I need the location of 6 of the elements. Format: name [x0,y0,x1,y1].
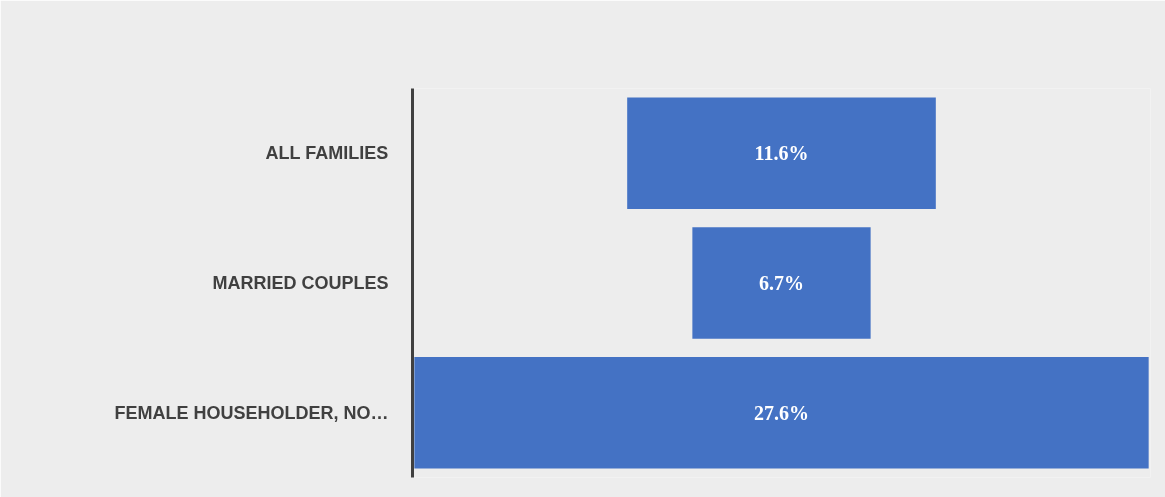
data-label: 6.7% [759,272,804,294]
category-label: MARRIED COUPLES [212,273,389,293]
data-label: 11.6% [754,142,809,165]
data-label: 27.6% [754,401,809,424]
category-label: FEMALE HOUSEHOLDER, NO… [114,402,389,423]
category-label: ALL FAMILIES [265,143,389,164]
